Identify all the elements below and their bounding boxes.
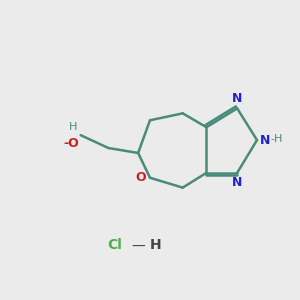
- Text: -O: -O: [63, 136, 79, 150]
- Text: Cl: Cl: [107, 238, 122, 252]
- Text: N: N: [232, 92, 242, 105]
- Text: N: N: [232, 176, 242, 189]
- Text: H: H: [69, 122, 78, 132]
- Text: N: N: [260, 134, 270, 147]
- Text: —: —: [131, 240, 145, 254]
- Text: H: H: [150, 238, 162, 252]
- Text: O: O: [135, 171, 146, 184]
- Text: -H: -H: [270, 134, 283, 144]
